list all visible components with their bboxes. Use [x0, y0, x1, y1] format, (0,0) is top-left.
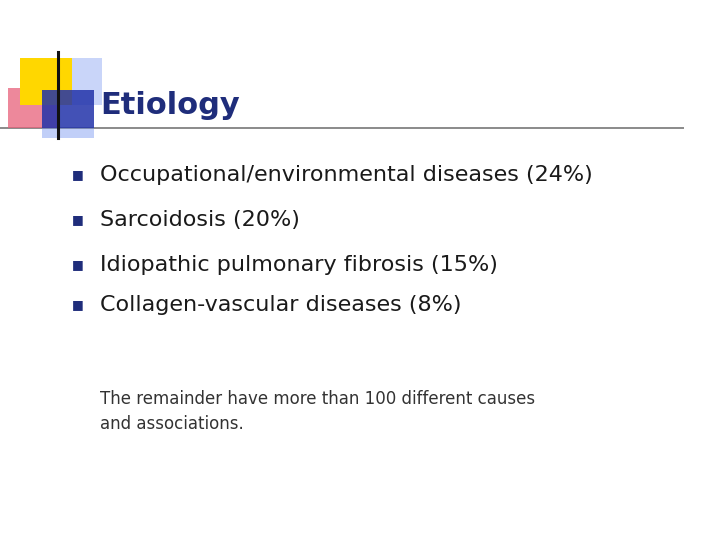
- Text: Occupational/environmental diseases (24%): Occupational/environmental diseases (24%…: [100, 165, 593, 185]
- Text: ■: ■: [72, 168, 84, 181]
- Bar: [20, 58, 72, 105]
- Text: Collagen-vascular diseases (8%): Collagen-vascular diseases (8%): [100, 295, 462, 315]
- Text: Idiopathic pulmonary fibrosis (15%): Idiopathic pulmonary fibrosis (15%): [100, 255, 498, 275]
- Bar: [72, 58, 102, 105]
- Text: ■: ■: [72, 259, 84, 272]
- Text: ■: ■: [72, 299, 84, 312]
- Text: Sarcoidosis (20%): Sarcoidosis (20%): [100, 210, 300, 230]
- Text: ■: ■: [72, 213, 84, 226]
- Bar: [8, 88, 58, 128]
- Text: Etiology: Etiology: [100, 91, 240, 119]
- Bar: [42, 128, 94, 138]
- Bar: [42, 90, 94, 128]
- Text: The remainder have more than 100 different causes
and associations.: The remainder have more than 100 differe…: [100, 390, 535, 433]
